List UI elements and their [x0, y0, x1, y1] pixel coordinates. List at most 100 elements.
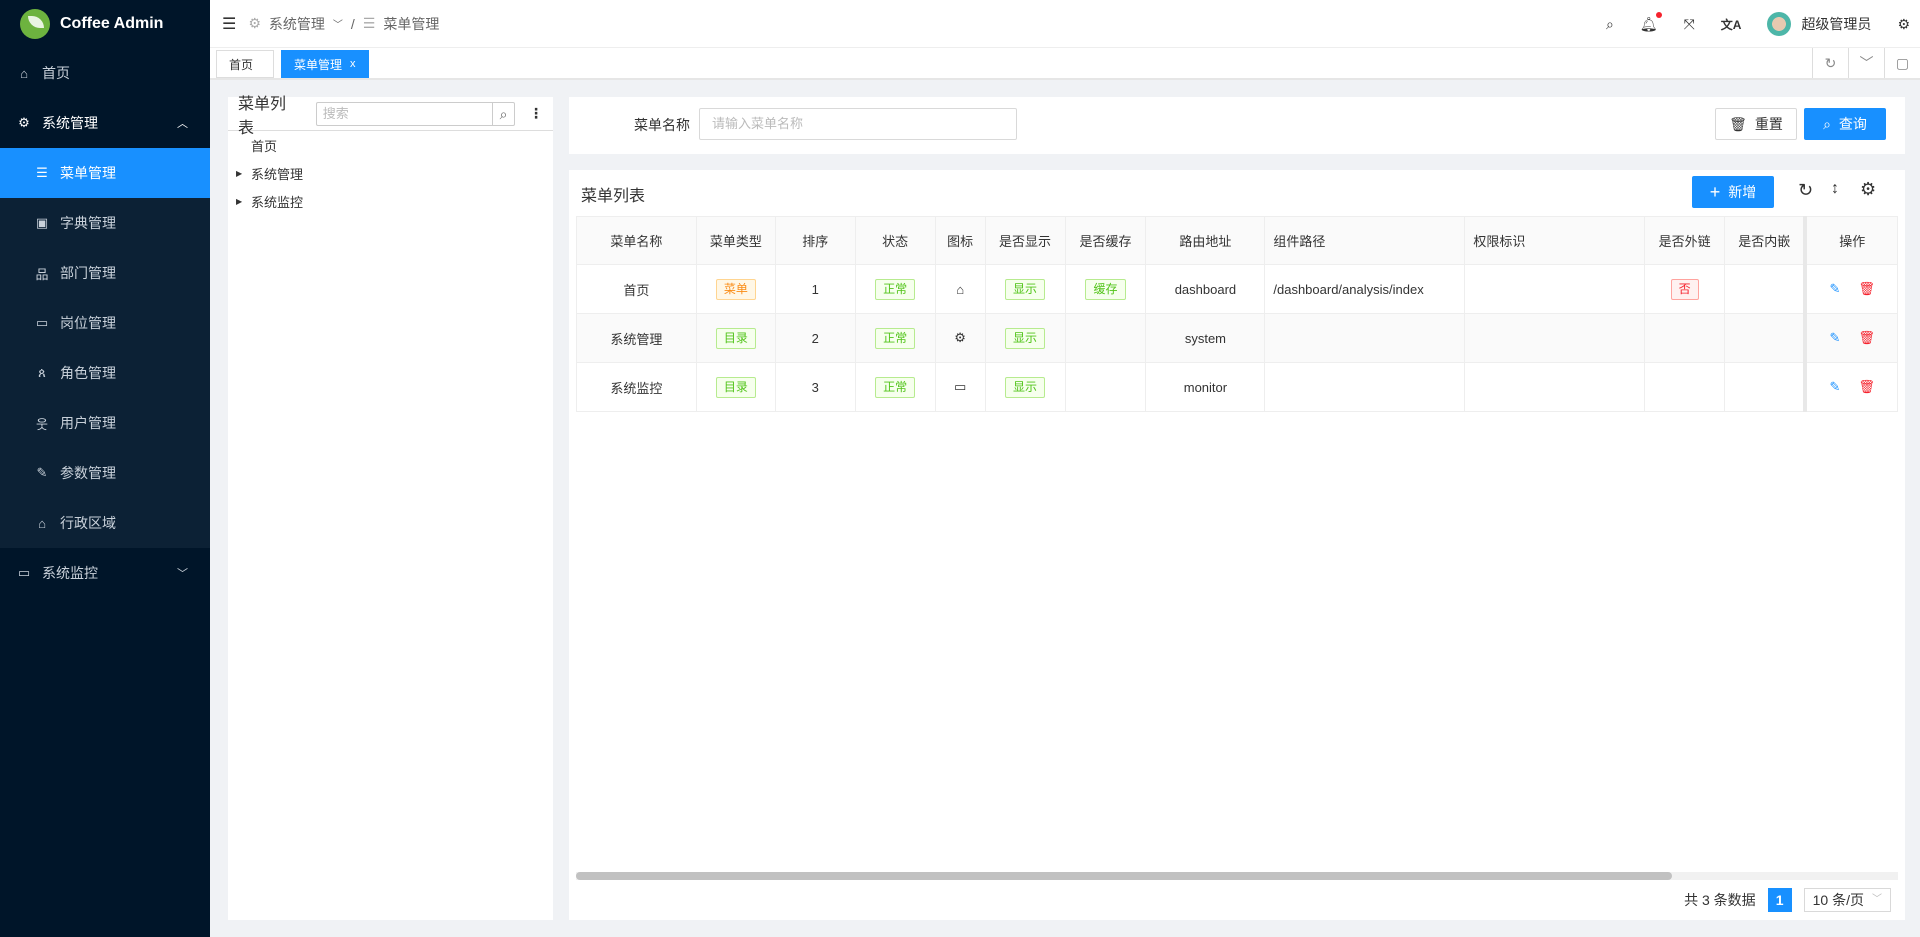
- cell-visible: 显示: [984, 264, 1066, 314]
- sidebar-item-system[interactable]: ⚙ 系统管理 ︿: [0, 98, 210, 148]
- cell-icon: ⌂: [934, 264, 986, 314]
- refresh-icon[interactable]: ↻: [1812, 48, 1848, 78]
- maximize-icon[interactable]: ▢: [1884, 48, 1920, 78]
- edit-icon[interactable]: ✎: [1829, 281, 1841, 296]
- cell-cache: [1064, 313, 1147, 363]
- cell-external: [1644, 313, 1726, 363]
- page-1[interactable]: 1: [1767, 888, 1792, 912]
- tree-node[interactable]: 首页: [228, 131, 553, 159]
- breadcrumb-item: 菜单管理: [383, 15, 440, 32]
- app-title: Coffee Admin: [60, 15, 164, 32]
- org-chart-icon: 品: [35, 266, 49, 282]
- monitor-icon: ▭: [953, 379, 967, 394]
- table-row: 首页 菜单 1 正常 ⌂ 显示 缓存 dashboard /dashboard/…: [576, 264, 1898, 314]
- cell-status: 正常: [854, 362, 936, 412]
- status-tag: 正常: [875, 376, 916, 398]
- sidebar-item-home[interactable]: ⌂ 首页: [0, 48, 210, 98]
- column-header: 菜单名称: [576, 216, 697, 265]
- breadcrumb-item[interactable]: 系统管理: [268, 15, 325, 32]
- cell-type: 目录: [695, 362, 776, 412]
- delete-icon[interactable]: 🗑︎: [1858, 281, 1875, 296]
- chevron-down-icon[interactable]: ﹀: [1848, 48, 1884, 78]
- plus-icon: +: [1709, 181, 1721, 202]
- notification-dot: [1655, 11, 1662, 18]
- sidebar-item-region[interactable]: ⌂ 行政区域: [0, 498, 210, 548]
- translate-icon[interactable]: 文A: [1720, 17, 1742, 32]
- user-menu[interactable]: 超级管理员: [1767, 12, 1871, 36]
- users-icon: ጰ: [38, 365, 46, 380]
- delete-icon[interactable]: 🗑︎: [1858, 379, 1875, 394]
- sidebar-item-user[interactable]: 웃 用户管理: [0, 398, 210, 448]
- label: 角色管理: [60, 365, 116, 381]
- cell-name: 系统监控: [576, 362, 697, 412]
- tab-menu[interactable]: 菜单管理 x: [281, 50, 369, 78]
- scrollbar-thumb[interactable]: [576, 872, 1672, 880]
- label: 行政区域: [60, 515, 116, 531]
- bank-icon: ⌂: [38, 515, 46, 531]
- cell-type: 目录: [695, 313, 776, 363]
- more-icon[interactable]: ⋮: [529, 105, 543, 121]
- sidebar-item-post[interactable]: ▭ 岗位管理: [0, 298, 210, 348]
- search-icon[interactable]: ⌕: [492, 102, 514, 125]
- status-tag: 正常: [875, 278, 916, 300]
- sidebar-item-monitor[interactable]: ▭ 系统监控 ﹀: [0, 548, 210, 598]
- caret-right-icon[interactable]: ▶: [236, 168, 243, 178]
- sidebar-item-menu[interactable]: ☰ 菜单管理: [0, 148, 210, 198]
- cell-perm: [1464, 313, 1646, 363]
- reset-button[interactable]: 🗑︎ 重置: [1715, 108, 1797, 140]
- sidebar-item-config[interactable]: ✎ 参数管理: [0, 448, 210, 498]
- cell-perm: [1464, 264, 1646, 314]
- caret-right-icon[interactable]: ▶: [236, 196, 243, 206]
- column-height-icon[interactable]: ↕: [1831, 180, 1839, 197]
- sidebar-item-dict[interactable]: ▣ 字典管理: [0, 198, 210, 248]
- cell-order: 1: [774, 264, 856, 314]
- search-icon[interactable]: ⌕: [1605, 15, 1614, 32]
- table-wrapper: 菜单名称 菜单类型 排序 状态 图标 是否显示 是否缓存 路由地址 组件路径 权…: [576, 216, 1898, 876]
- edit-icon[interactable]: ✎: [1829, 379, 1841, 394]
- cell-cache: [1064, 362, 1147, 412]
- settings-icon[interactable]: ⚙: [1860, 179, 1877, 199]
- cell-external: 否: [1644, 264, 1726, 314]
- sidebar-item-dept[interactable]: 品部门管理: [0, 248, 210, 298]
- close-icon[interactable]: x: [350, 58, 356, 70]
- query-button[interactable]: ⌕ 查询: [1804, 108, 1886, 140]
- refresh-icon[interactable]: ↻: [1798, 180, 1814, 200]
- gear-icon: ⚙: [954, 330, 966, 345]
- table-title: 菜单列表: [581, 188, 646, 205]
- tree-node[interactable]: ▶ 系统管理: [228, 159, 553, 187]
- cell-route: system: [1145, 313, 1266, 363]
- page-size-select[interactable]: 10 条/页 ﹀: [1803, 888, 1891, 912]
- cell-order: 3: [774, 362, 856, 412]
- search-icon: ⌕: [1823, 115, 1831, 132]
- column-header: 排序: [774, 216, 856, 265]
- chevron-down-icon: ﹀: [1872, 894, 1882, 905]
- settings-icon[interactable]: ⚙: [1897, 15, 1910, 32]
- tree-node[interactable]: ▶ 系统监控: [228, 187, 553, 215]
- cell-status: 正常: [854, 313, 936, 363]
- fullscreen-icon[interactable]: ⤧: [1683, 15, 1695, 32]
- add-button[interactable]: + 新增: [1692, 176, 1774, 208]
- collapse-menu-icon[interactable]: ☰: [222, 15, 237, 33]
- cell-component: [1264, 313, 1466, 363]
- menu-name-input[interactable]: 请输入菜单名称: [699, 108, 1017, 140]
- column-header: 菜单类型: [695, 216, 776, 265]
- sidebar-item-role[interactable]: ጰ 角色管理: [0, 348, 210, 398]
- edit-icon[interactable]: ✎: [1829, 330, 1841, 345]
- delete-icon[interactable]: 🗑︎: [1858, 330, 1875, 345]
- horizontal-scrollbar[interactable]: [576, 872, 1898, 880]
- wrench-icon: ✎: [36, 465, 48, 480]
- search-form: 菜单名称 请输入菜单名称 🗑︎ 重置 ⌕ 查询: [569, 97, 1905, 154]
- cell-name: 系统管理: [576, 313, 697, 363]
- cell-component: /dashboard/analysis/index: [1264, 264, 1466, 314]
- tab-home[interactable]: 首页: [216, 50, 274, 78]
- pagination: 共 3 条数据 1 10 条/页 ﹀: [1684, 888, 1891, 912]
- cell-actions: ✎ 🗑︎: [1803, 362, 1898, 412]
- bell-icon[interactable]: 🔔︎: [1640, 11, 1662, 33]
- label: 岗位管理: [60, 315, 116, 331]
- status-tag: 正常: [875, 327, 916, 349]
- node-label: 首页: [251, 138, 278, 154]
- cell-external: [1644, 362, 1726, 412]
- cell-visible: 显示: [984, 362, 1066, 412]
- placeholder: 请输入菜单名称: [712, 116, 804, 131]
- tree-search-input[interactable]: 搜索 ⌕: [315, 101, 515, 126]
